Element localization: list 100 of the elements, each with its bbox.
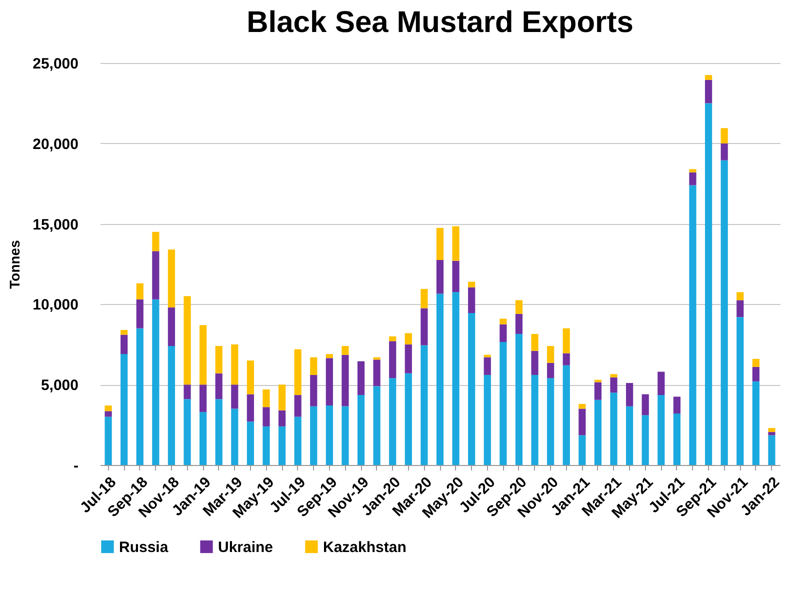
bar [562,353,570,366]
bar [231,384,238,409]
bar [768,435,776,465]
bar [389,378,396,465]
bar [278,410,286,426]
bar [704,103,712,465]
bar [578,435,586,465]
bar [452,226,460,261]
legend-label: Kazakhstan [323,538,406,556]
bar [168,346,176,465]
y-tick-label: 20,000 [32,136,78,153]
bar [720,143,728,160]
bar [736,317,744,465]
bar [673,414,680,465]
bar [326,358,333,406]
bar [752,358,760,367]
bar [310,357,318,375]
bar [404,373,412,465]
legend-label: Ukraine [218,538,274,556]
bar [452,260,460,292]
bar [262,426,270,465]
bar [720,128,728,144]
bar [120,334,128,354]
bar [104,411,112,417]
bar [468,282,476,288]
bar [547,362,554,378]
bar [594,382,602,400]
bar [342,406,349,465]
bar [184,296,191,385]
bar [357,395,365,465]
bar [436,260,444,294]
bar [168,250,176,308]
bar [626,406,634,465]
bar [515,334,523,465]
bar [768,428,776,432]
bar [246,394,254,422]
bar [420,345,428,465]
bar [184,399,191,465]
bar [278,384,286,410]
bar [294,349,302,396]
bar [294,395,302,417]
bar [468,313,476,465]
bar [104,406,112,412]
bar [184,384,191,400]
bar [610,374,618,378]
bar [484,357,491,375]
y-tick-label: 25,000 [32,56,78,72]
bar [104,416,112,465]
bar [152,251,160,300]
bar [294,416,302,465]
bar [704,75,712,80]
bar [768,432,776,436]
bar [246,360,254,394]
bar [200,325,207,385]
bar [436,294,444,465]
bar [120,354,128,465]
bar [136,328,144,465]
bar [373,360,380,386]
y-tick-label: 5,000 [40,377,78,394]
bar [484,354,491,358]
bar [689,172,696,186]
bar [342,354,349,406]
bar [626,382,634,406]
bar [689,185,696,465]
bar [736,292,744,300]
bar [310,374,318,406]
bar [531,334,538,351]
bar [136,299,144,328]
bar [215,373,222,400]
bar [389,341,396,378]
bar [578,404,586,409]
bar [389,336,396,342]
bar [231,408,238,465]
bar [689,169,696,172]
bar [168,307,176,346]
bar [342,346,349,355]
bar [326,354,333,358]
bar [200,412,207,465]
bar [215,346,222,374]
bar [752,381,760,465]
bar [531,350,538,375]
bar [562,365,570,465]
bar [515,314,523,334]
bar [262,407,270,426]
bar [673,396,680,414]
y-tick-label: 15,000 [32,216,78,234]
bar [420,308,428,346]
bar [200,384,207,412]
bar [136,283,144,300]
y-axis-title: Tonnes [6,240,23,289]
bar [500,342,507,465]
bar [420,288,428,308]
bar [436,228,444,260]
bar [736,300,744,318]
bar [578,408,586,436]
bar [642,415,649,465]
bar [658,372,665,396]
bar [468,287,476,314]
bar [594,400,602,465]
bar [484,374,491,465]
